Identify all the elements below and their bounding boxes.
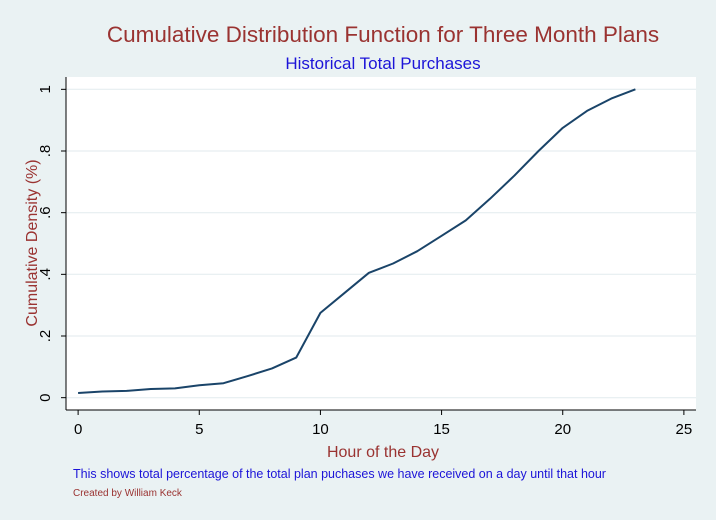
plot-area: [66, 77, 696, 410]
x-tick-label: 25: [676, 421, 693, 438]
y-tick-label: .6: [37, 206, 54, 219]
y-ticks: 0 .2 .4 .6 .8 1: [37, 85, 66, 402]
cdf-series-line: [78, 88, 636, 394]
y-tick-label: 1: [37, 85, 54, 93]
x-axis-title: Hour of the Day: [327, 444, 439, 461]
x-tick-label: 10: [312, 421, 329, 438]
x-tick-label: 5: [195, 421, 203, 438]
chart-subtitle: Historical Total Purchases: [285, 54, 480, 73]
y-tick-label: .4: [37, 268, 54, 281]
x-ticks: 0 5 10 15 20 25: [74, 410, 692, 438]
y-tick-label: .8: [37, 145, 54, 158]
chart-note: This shows total percentage of the total…: [73, 467, 606, 481]
x-tick-label: 0: [74, 421, 82, 438]
y-axis-title: Cumulative Density (%): [24, 159, 41, 326]
chart-credit: Created by William Keck: [73, 488, 183, 499]
y-tick-label: 0: [37, 393, 54, 401]
y-tick-label: .2: [37, 330, 54, 343]
grid-lines: [66, 88, 696, 399]
x-tick-label: 15: [433, 421, 450, 438]
x-tick-label: 20: [554, 421, 571, 438]
chart-title: Cumulative Distribution Function for Thr…: [107, 22, 659, 47]
series-line-layer: [78, 88, 636, 394]
